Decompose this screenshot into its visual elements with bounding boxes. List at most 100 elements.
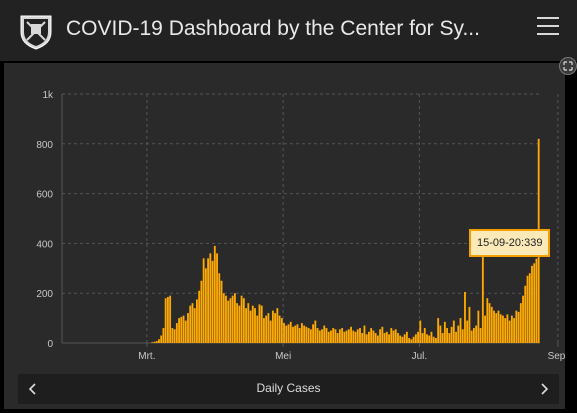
bar: [191, 303, 194, 343]
bar: [267, 313, 270, 343]
chart-footer: Daily Cases: [18, 374, 559, 404]
bar: [368, 331, 370, 343]
bar: [401, 336, 404, 343]
bar: [446, 328, 449, 343]
bar: [285, 325, 288, 343]
bar: [166, 296, 169, 343]
bar: [260, 305, 263, 343]
bar: [247, 303, 250, 343]
bar: [379, 329, 382, 343]
bar: [457, 325, 460, 343]
bar: [218, 273, 221, 343]
expand-icon[interactable]: [559, 57, 577, 75]
bar: [403, 334, 406, 343]
bar: [441, 333, 444, 343]
bar: [164, 298, 167, 343]
y-tick-label: 200: [36, 289, 53, 300]
bar: [265, 315, 268, 343]
y-tick-label: 600: [36, 190, 53, 201]
bar: [238, 305, 241, 343]
bar: [408, 338, 411, 343]
bar: [450, 326, 453, 343]
bar: [158, 339, 160, 343]
bar: [481, 249, 484, 343]
bar: [198, 290, 201, 343]
bar: [430, 331, 433, 343]
bar: [499, 314, 502, 343]
bar: [216, 253, 218, 343]
bar: [182, 315, 185, 343]
bar: [486, 298, 489, 343]
bar: [455, 331, 457, 343]
bar: [535, 258, 538, 343]
bar: [390, 328, 393, 343]
bar: [274, 313, 277, 343]
previous-chevron-icon[interactable]: [26, 382, 40, 396]
bar: [209, 253, 212, 343]
bar: [435, 338, 437, 343]
bar: [189, 305, 192, 343]
bar: [202, 258, 205, 343]
bar: [528, 273, 531, 343]
bar: [287, 324, 290, 343]
bar: [531, 265, 533, 343]
next-chevron-icon[interactable]: [537, 382, 551, 396]
bar: [251, 305, 254, 343]
y-tick-label: 800: [36, 140, 53, 151]
bar: [321, 329, 323, 343]
bar: [359, 328, 361, 343]
bar: [412, 336, 415, 343]
bar: [298, 328, 301, 343]
bar: [334, 329, 337, 343]
bar: [296, 324, 299, 343]
bar: [477, 310, 480, 343]
hamburger-menu-icon[interactable]: [537, 17, 559, 39]
bar: [448, 333, 451, 343]
bar: [361, 333, 364, 343]
daily-cases-chart[interactable]: 0 200 400 600 800 1k Mrt. Mei Jul. Sep.: [4, 63, 565, 409]
bar: [506, 314, 509, 343]
bar: [381, 326, 384, 343]
bar: [204, 268, 207, 343]
bar: [484, 315, 486, 343]
bar: [423, 328, 426, 343]
bar: [323, 325, 326, 343]
x-tick-label: Mei: [275, 351, 291, 362]
bar: [405, 331, 408, 343]
bar: [305, 326, 308, 343]
bar: [522, 295, 524, 343]
bar: [314, 320, 317, 343]
bar: [187, 313, 189, 343]
bar: [289, 321, 292, 343]
bar: [437, 318, 440, 343]
bar: [160, 335, 163, 343]
bar: [352, 330, 355, 343]
bar: [356, 329, 359, 343]
bar: [227, 300, 230, 343]
bar: [316, 328, 319, 343]
bar: [354, 331, 357, 343]
bar: [392, 330, 395, 343]
bar: [271, 310, 274, 343]
bar: [303, 325, 306, 343]
bar: [464, 291, 466, 343]
bar: [220, 280, 223, 343]
bar: [470, 330, 473, 343]
bar: [497, 310, 500, 343]
bar: [468, 306, 471, 343]
bar: [397, 333, 399, 343]
bar: [249, 310, 252, 343]
bar: [229, 298, 232, 343]
bar: [443, 321, 446, 343]
bar: [510, 315, 513, 343]
x-tick-label: Mrt.: [138, 351, 155, 362]
bar: [461, 329, 464, 343]
bar: [245, 308, 247, 343]
bar: [365, 334, 368, 343]
bar: [376, 335, 379, 343]
y-tick-label: 1k: [42, 90, 54, 101]
bar: [421, 333, 424, 343]
bar: [276, 308, 279, 343]
bar: [211, 260, 214, 343]
x-tick-label: Sep.: [548, 351, 565, 362]
